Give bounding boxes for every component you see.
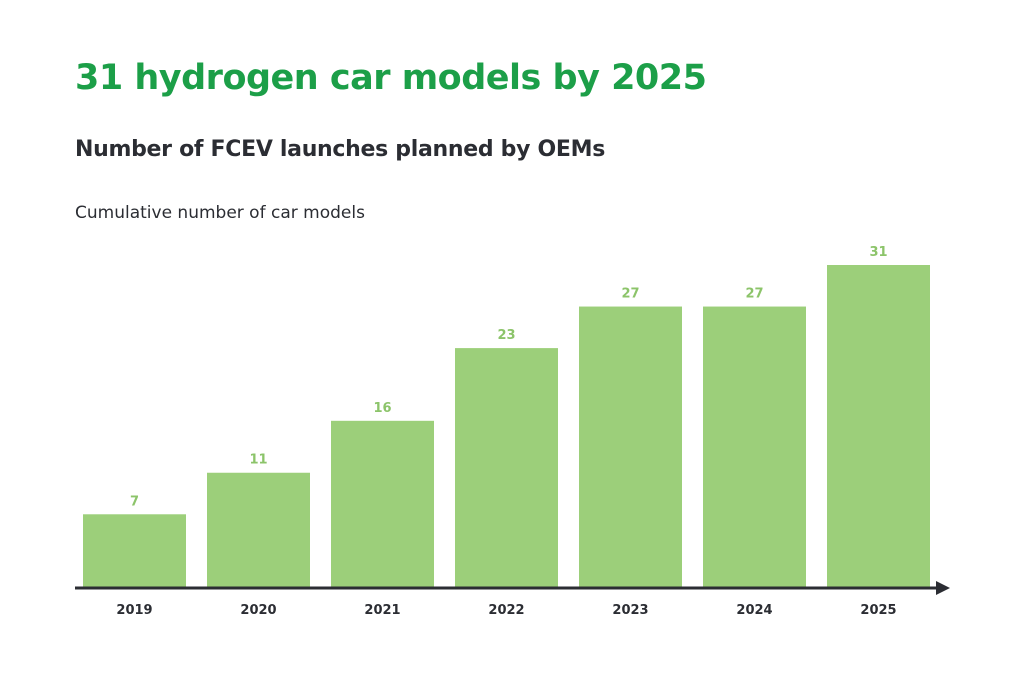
x-tick-label-2024: 2024 [736, 603, 772, 618]
data-label-2024: 27 [745, 287, 763, 302]
x-tick-label-2022: 2022 [488, 603, 524, 618]
chart-title: 31 hydrogen car models by 2025 [75, 58, 707, 98]
bar-2023 [579, 306, 682, 587]
chart-subtitle: Number of FCEV launches planned by OEMs [75, 137, 606, 162]
bar-2021 [331, 420, 434, 587]
data-label-2023: 27 [621, 287, 639, 302]
bar-2022 [455, 348, 558, 587]
x-tick-label-2021: 2021 [364, 603, 400, 618]
data-label-2022: 23 [497, 328, 515, 343]
data-label-2019: 7 [130, 494, 139, 509]
bar-2024 [703, 306, 806, 587]
x-tick-label-2025: 2025 [860, 603, 896, 618]
bar-2025 [827, 265, 930, 587]
x-tick-label-2020: 2020 [240, 603, 276, 618]
data-label-2025: 31 [869, 245, 887, 260]
data-label-2020: 11 [249, 453, 267, 468]
bar-2019 [83, 514, 186, 587]
y-axis-label: Cumulative number of car models [75, 203, 365, 223]
x-tick-label-2019: 2019 [116, 603, 152, 618]
x-tick-label-2023: 2023 [612, 603, 648, 618]
x-axis-arrow-icon [936, 581, 950, 595]
bar-2020 [207, 472, 310, 587]
data-label-2021: 16 [373, 401, 391, 416]
